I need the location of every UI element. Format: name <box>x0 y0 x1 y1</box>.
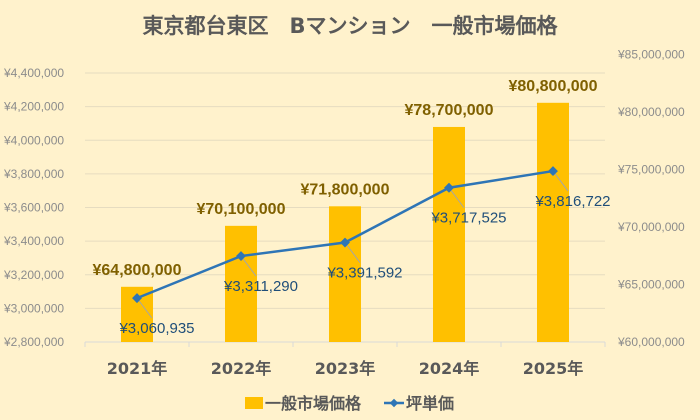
line-point <box>548 166 558 177</box>
bar <box>433 126 465 342</box>
bar-label: ¥71,800,000 <box>301 181 390 198</box>
legend-bar-swatch <box>245 397 263 409</box>
bar-label: ¥78,700,000 <box>405 102 494 119</box>
left-tick-label: ¥3,800,000 <box>3 167 64 181</box>
line-point <box>236 251 246 261</box>
line-label: ¥3,816,722 <box>534 193 610 210</box>
line-label: ¥3,060,935 <box>118 320 194 337</box>
line-point <box>132 293 142 304</box>
category-label: 2023年 <box>315 359 376 378</box>
left-tick-label: ¥4,400,000 <box>3 66 64 80</box>
category-label: 2021年 <box>107 359 168 378</box>
leader-line <box>136 297 153 319</box>
right-tick-label: ¥60,000,000 <box>617 335 685 349</box>
bar-label: ¥80,800,000 <box>509 78 598 95</box>
line-label: ¥3,311,290 <box>223 278 298 295</box>
left-tick-label: ¥3,600,000 <box>3 201 64 215</box>
right-tick-label: ¥85,000,000 <box>617 48 685 62</box>
chart-title: 東京都台東区 Bマンション 一般市場価格 <box>142 14 558 38</box>
left-tick-label: ¥3,200,000 <box>3 268 64 282</box>
line-point <box>340 237 350 248</box>
category-label: 2022年 <box>211 359 272 378</box>
bar <box>329 206 361 342</box>
bar-label: ¥64,800,000 <box>93 262 182 279</box>
bar <box>225 225 257 342</box>
left-tick-label: ¥3,000,000 <box>3 301 64 315</box>
category-label: 2025年 <box>523 359 584 378</box>
left-tick-label: ¥2,800,000 <box>3 335 64 349</box>
left-tick-label: ¥3,400,000 <box>3 234 64 248</box>
leader-line <box>240 255 257 277</box>
leader-line <box>448 187 465 209</box>
bar <box>537 102 569 342</box>
category-label: 2024年 <box>419 359 480 378</box>
leader-line <box>344 242 361 263</box>
legend-line-marker <box>389 398 399 408</box>
left-tick-label: ¥4,200,000 <box>3 100 64 114</box>
right-tick-label: ¥75,000,000 <box>617 163 685 177</box>
right-tick-label: ¥65,000,000 <box>617 278 685 292</box>
right-tick-label: ¥80,000,000 <box>617 105 685 119</box>
line-label: ¥3,391,592 <box>326 265 402 282</box>
legend-line-label: 坪単価 <box>406 394 454 413</box>
legend-bar-label: 一般市場価格 <box>265 394 362 413</box>
right-tick-label: ¥70,000,000 <box>617 220 685 234</box>
bar-label: ¥70,100,000 <box>197 201 286 218</box>
line-point <box>444 182 454 193</box>
leader-line <box>552 170 569 192</box>
left-tick-label: ¥4,000,000 <box>3 133 64 147</box>
line-label: ¥3,717,525 <box>430 210 506 227</box>
